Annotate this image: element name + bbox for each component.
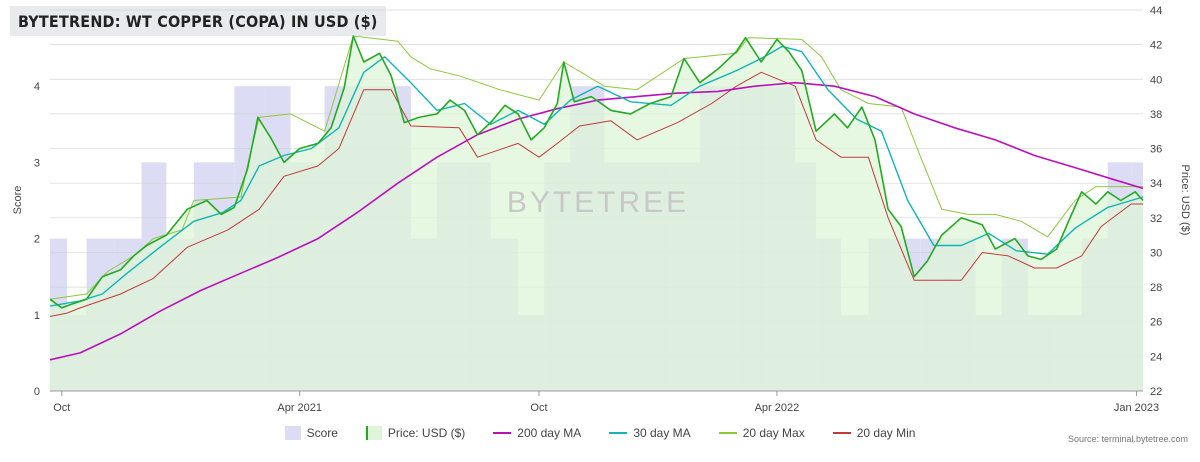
x-tick-label: Apr 2022 bbox=[755, 402, 800, 414]
series-line-20-day-min bbox=[49, 71, 1143, 317]
y-right-tick-label: 42 bbox=[1150, 40, 1162, 52]
price-area bbox=[50, 36, 1143, 391]
legend-item-30ma[interactable]: 30 day MA bbox=[609, 426, 691, 440]
legend-item-price[interactable]: Price: USD ($) bbox=[365, 426, 466, 440]
legend-swatch-30ma bbox=[609, 432, 628, 434]
y-left-tick-label: 0 bbox=[34, 386, 40, 398]
legend-label-price: Price: USD ($) bbox=[387, 426, 466, 440]
y-left-tick-label: 4 bbox=[34, 81, 40, 93]
source-note: Source: terminal.bytetree.com bbox=[1067, 434, 1188, 444]
legend-item-200ma[interactable]: 200 day MA bbox=[493, 426, 581, 440]
legend-label-30ma: 30 day MA bbox=[633, 426, 691, 440]
legend-item-20max[interactable]: 20 day Max bbox=[718, 426, 805, 440]
x-tick-label: Oct bbox=[530, 402, 547, 414]
legend-swatch-price bbox=[365, 426, 382, 440]
legend-label-20max: 20 day Max bbox=[742, 426, 805, 440]
series-line-200-day-ma bbox=[49, 81, 1144, 361]
x-tick-label: Oct bbox=[53, 402, 70, 414]
legend-swatch-20max bbox=[718, 432, 737, 434]
y-right-tick-label: 32 bbox=[1150, 213, 1162, 225]
y-right-tick-label: 38 bbox=[1150, 109, 1162, 121]
legend-label-200ma: 200 day MA bbox=[517, 426, 582, 440]
y-left-tick-label: 1 bbox=[34, 310, 40, 322]
chart-title: BYTETREND: WT COPPER (COPA) IN USD ($) bbox=[18, 11, 378, 31]
series-line-price bbox=[49, 35, 1144, 309]
legend-swatch-20min bbox=[832, 432, 851, 434]
legend-item-score[interactable]: Score bbox=[284, 426, 338, 440]
legend-swatch-score bbox=[284, 426, 301, 440]
y-right-tick-label: 36 bbox=[1150, 144, 1162, 156]
legend-swatch-200ma bbox=[493, 432, 512, 434]
y-left-axis-title: Score bbox=[12, 186, 24, 215]
x-tick-label: Jan 2023 bbox=[1114, 402, 1159, 414]
legend: Score Price: USD ($) 200 day MA 30 day M… bbox=[0, 426, 1200, 440]
y-right-tick-label: 28 bbox=[1150, 282, 1162, 294]
y-left-tick-label: 2 bbox=[34, 234, 40, 246]
y-right-axis-title: Price: USD ($) bbox=[1179, 165, 1191, 236]
chart-title-box: BYTETREND: WT COPPER (COPA) IN USD ($) bbox=[10, 6, 386, 36]
legend-label-20min: 20 day Min bbox=[856, 426, 916, 440]
y-right-tick-label: 26 bbox=[1150, 317, 1162, 329]
y-right-tick-label: 22 bbox=[1150, 386, 1162, 398]
legend-label-score: Score bbox=[306, 426, 338, 440]
y-left-tick-label: 3 bbox=[34, 157, 40, 169]
watermark: BYTETREE bbox=[507, 186, 689, 219]
y-right-tick-label: 40 bbox=[1150, 74, 1162, 86]
x-tick-label: Apr 2021 bbox=[277, 402, 322, 414]
y-right-tick-label: 44 bbox=[1150, 5, 1162, 17]
legend-item-20min[interactable]: 20 day Min bbox=[832, 426, 916, 440]
y-right-tick-label: 30 bbox=[1150, 247, 1162, 259]
y-right-tick-label: 34 bbox=[1150, 178, 1162, 190]
y-right-tick-label: 24 bbox=[1150, 351, 1162, 363]
